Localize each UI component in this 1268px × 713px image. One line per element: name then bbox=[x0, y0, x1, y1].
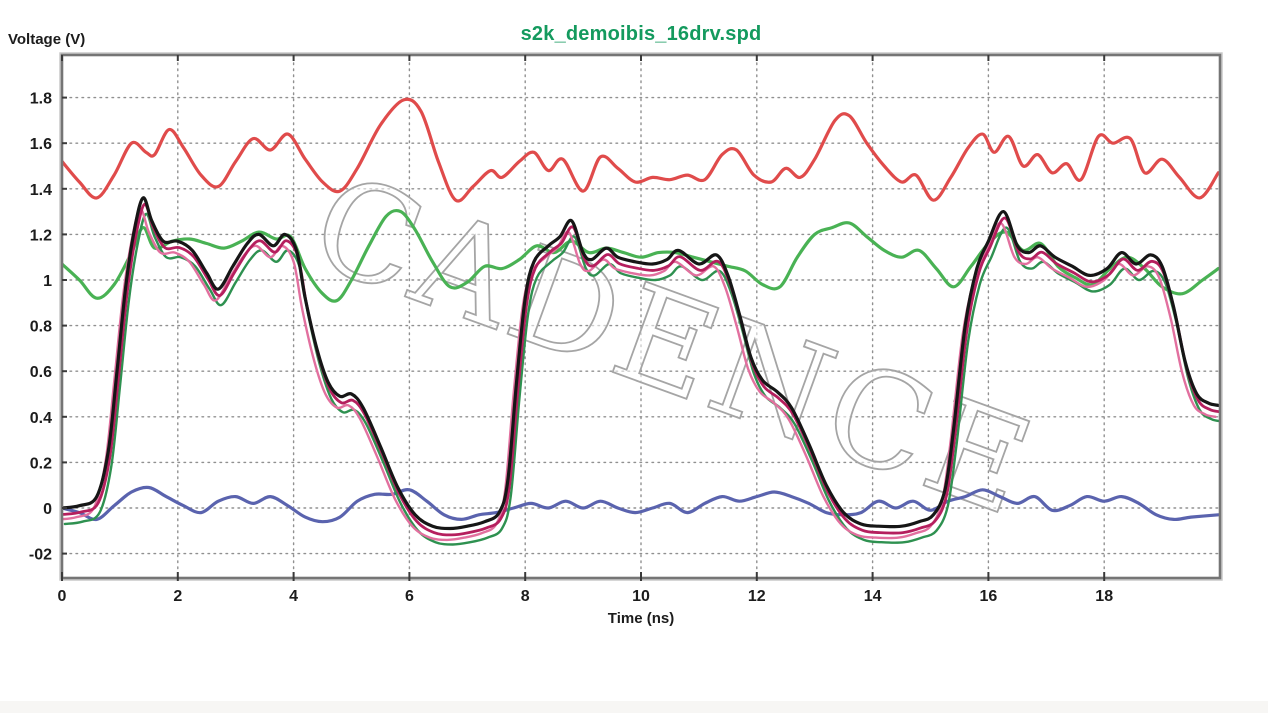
driver-trace-green bbox=[63, 212, 1220, 546]
x-tick-label: 6 bbox=[405, 588, 414, 605]
y-tick-label: 1 bbox=[43, 273, 52, 290]
bottom-margin-band bbox=[0, 701, 1268, 713]
x-tick-label: 2 bbox=[173, 588, 182, 605]
y-tick-label: 0.2 bbox=[30, 455, 52, 472]
x-tick-label: 10 bbox=[632, 588, 650, 605]
y-tick-label: -02 bbox=[29, 547, 52, 564]
curve-red-upper-waveform bbox=[62, 97, 1220, 203]
y-tick-label: 0.6 bbox=[30, 364, 52, 381]
axis-ticks bbox=[61, 55, 1106, 581]
curve-blue-lower-waveform bbox=[62, 485, 1220, 524]
y-tick-label: 1.2 bbox=[30, 227, 52, 244]
grid bbox=[63, 56, 1219, 577]
chart-title: s2k_demoibis_16drv.spd bbox=[520, 23, 762, 45]
x-tick-label: 4 bbox=[289, 588, 298, 605]
x-tick-label: 18 bbox=[1095, 588, 1113, 605]
y-tick-label: 1.6 bbox=[30, 136, 52, 153]
driver-trace-black bbox=[62, 196, 1220, 531]
y-tick-label: 0 bbox=[43, 501, 52, 518]
x-tick-label: 8 bbox=[521, 588, 530, 605]
y-axis-title: Voltage (V) bbox=[8, 31, 86, 48]
y-tick-label: 1.8 bbox=[30, 91, 52, 108]
driver-trace-crimson bbox=[62, 202, 1220, 537]
y-tick-label: 0.8 bbox=[30, 319, 52, 336]
y-tick-label: 1.4 bbox=[30, 182, 52, 199]
x-axis-title: Time (ns) bbox=[607, 610, 675, 627]
x-tick-label: 14 bbox=[864, 588, 882, 605]
x-tick-label: 12 bbox=[748, 588, 766, 605]
x-tick-label: 0 bbox=[58, 588, 67, 605]
y-tick-label: 0.4 bbox=[30, 410, 52, 427]
curves bbox=[62, 97, 1220, 546]
x-tick-label: 16 bbox=[980, 588, 998, 605]
